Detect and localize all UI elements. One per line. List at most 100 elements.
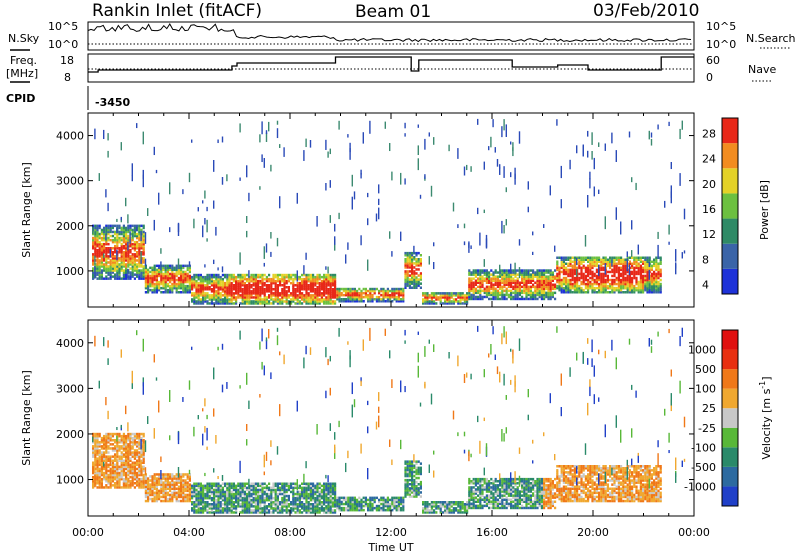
heatmap-cell	[246, 439, 247, 445]
heatmap-cell	[151, 498, 153, 501]
heatmap-cell	[169, 473, 171, 476]
heatmap-cell	[182, 265, 184, 268]
heatmap-cell	[345, 288, 347, 291]
heatmap-cell	[545, 275, 547, 278]
heatmap-cell	[479, 269, 481, 272]
heatmap-cell	[206, 292, 208, 295]
heatmap-cell	[239, 483, 241, 486]
heatmap-cell	[631, 271, 633, 274]
heatmap-cell	[165, 265, 167, 268]
heatmap-cell	[217, 483, 219, 486]
heatmap-cell	[631, 220, 632, 229]
heatmap-cell	[512, 296, 514, 299]
heatmap-cell	[176, 283, 178, 286]
heatmap-cell	[517, 277, 519, 280]
heatmap-cell	[105, 225, 107, 228]
heatmap-cell	[107, 411, 108, 419]
heatmap-cell	[554, 292, 556, 295]
heatmap-cell	[611, 275, 613, 278]
heatmap-cell	[418, 278, 420, 281]
heatmap-cell	[649, 131, 650, 140]
heatmap-cell	[239, 385, 240, 388]
heatmap-cell	[486, 235, 487, 248]
heatmap-cell	[92, 267, 94, 270]
heatmap-cell	[607, 259, 609, 262]
heatmap-cell	[429, 300, 431, 303]
heatmap-cell	[519, 267, 520, 278]
heatmap-cell	[242, 274, 244, 277]
heatmap-cell	[297, 270, 298, 281]
heatmap-cell	[468, 243, 469, 253]
heatmap-cell	[198, 274, 200, 277]
heatmap-cell	[154, 492, 156, 495]
heatmap-cell	[246, 487, 248, 490]
heatmap-cell	[418, 258, 420, 261]
heatmap-cell	[367, 193, 368, 197]
heatmap-cell	[143, 474, 145, 477]
heatmap-cell	[116, 228, 117, 234]
heatmap-cell	[490, 292, 492, 295]
heatmap-cell	[484, 277, 486, 280]
heatmap-cell	[143, 339, 144, 352]
heatmap-cell	[561, 279, 563, 282]
heatmap-cell	[319, 274, 321, 277]
heatmap-cell	[129, 249, 131, 252]
heatmap-cell	[156, 477, 158, 480]
heatmap-cell	[259, 495, 261, 498]
heatmap-cell	[424, 174, 425, 179]
heatmap-cell	[226, 174, 227, 181]
heatmap-cell	[118, 445, 120, 448]
heatmap-cell	[264, 246, 265, 259]
heatmap-cell	[616, 150, 617, 162]
heatmap-cell	[528, 271, 529, 275]
heatmap-cell	[587, 265, 589, 268]
heatmap-cell	[508, 294, 510, 297]
heatmap-cell	[620, 273, 622, 276]
heatmap-cell	[279, 274, 281, 277]
heatmap-cell	[400, 298, 402, 301]
heatmap-cell	[107, 133, 108, 140]
heatmap-cell	[222, 274, 224, 277]
heatmap-cell	[321, 276, 323, 279]
heatmap-cell	[354, 191, 355, 199]
heatmap-cell	[310, 274, 312, 277]
y-tick-label: 4000	[56, 130, 84, 143]
heatmap-cell	[481, 275, 483, 278]
heatmap-cell	[253, 300, 255, 303]
heatmap-cell	[244, 483, 246, 486]
heatmap-cell	[301, 274, 303, 277]
heatmap-cell	[611, 279, 613, 282]
heatmap-cell	[638, 281, 640, 284]
nsky-panel: N.Sky 10^5 10^0 10^5 10^0 N.Search	[8, 20, 796, 51]
heatmap-cell	[162, 481, 164, 484]
heatmap-cell	[129, 480, 131, 483]
heatmap-cell	[598, 257, 600, 260]
heatmap-cell	[233, 284, 235, 287]
heatmap-cell	[220, 485, 222, 488]
heatmap-cell	[132, 243, 134, 246]
heatmap-cell	[596, 275, 598, 278]
heatmap-cell	[94, 336, 95, 347]
heatmap-cell	[110, 447, 112, 450]
heatmap-cell	[389, 231, 390, 238]
heatmap-cell	[347, 134, 348, 137]
heatmap-cell	[189, 483, 191, 486]
heatmap-cell	[222, 385, 223, 393]
heatmap-cell	[112, 460, 114, 463]
heatmap-cell	[378, 184, 379, 193]
heatmap-cell	[616, 277, 618, 280]
heatmap-cell	[233, 501, 235, 504]
heatmap-cell	[101, 451, 103, 454]
heatmap-cell	[222, 266, 223, 272]
heatmap-cell	[574, 277, 576, 280]
heatmap-cell	[660, 257, 662, 260]
heatmap-cell	[580, 287, 582, 290]
heatmap-cell	[154, 265, 156, 268]
heatmap-cell	[292, 278, 294, 281]
heatmap-cell	[611, 257, 613, 260]
heatmap-cell	[149, 479, 151, 482]
heatmap-cell	[437, 292, 439, 295]
heatmap-cell	[407, 270, 409, 273]
heatmap-cell	[138, 433, 140, 436]
heatmap-cell	[297, 294, 299, 297]
